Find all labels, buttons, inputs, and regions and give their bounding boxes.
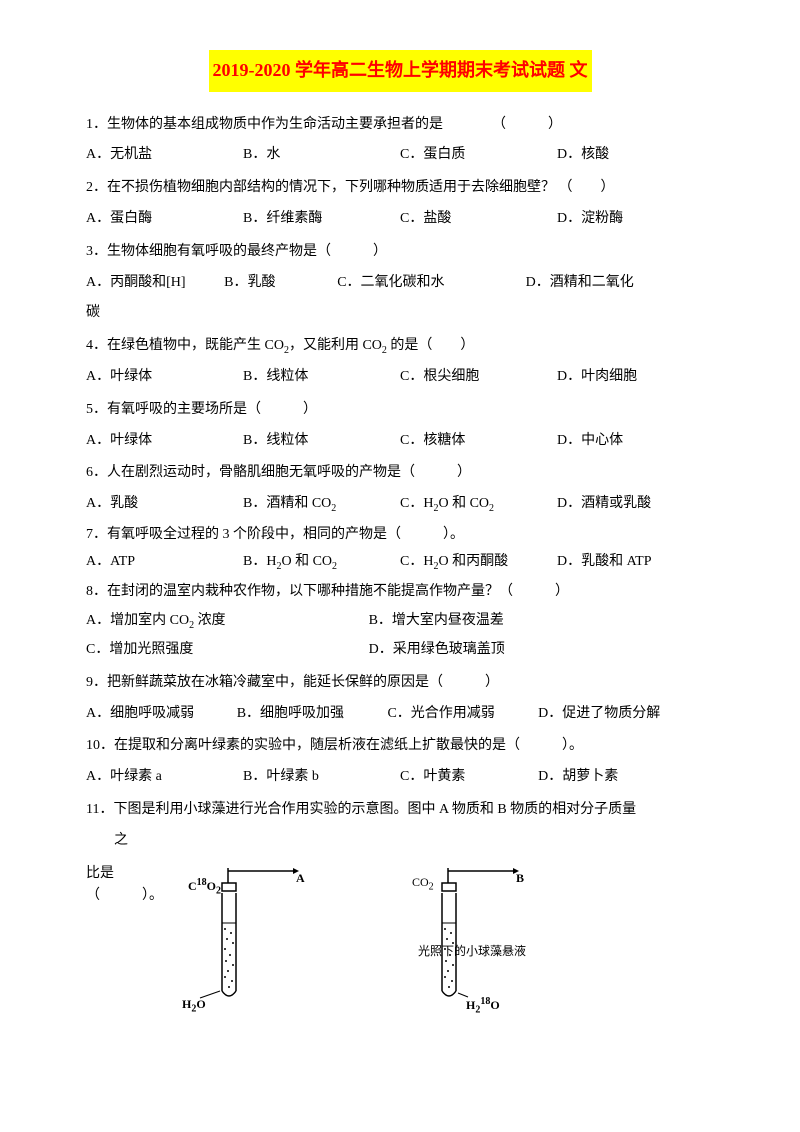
q7-opt-b: B．H2O 和 CO2 [243,549,400,576]
q1-opt-b: B．水 [243,140,400,171]
q2-opt-c: C．盐酸 [400,204,557,235]
q8: 8．在封闭的温室内栽种农作物，以下哪种措施不能提高作物产量？（ ） A．增加室内… [86,577,714,665]
tube-left: C18O2 A H2O [186,863,316,1013]
q6-opt-c: C．H2O 和 CO2 [400,489,557,520]
q8-opt-c: C．增加光照强度 [86,635,369,666]
q7-opt-a: A．ATP [86,549,243,576]
q6: 6．人在剧烈运动时，骨骼肌细胞无氧呼吸的产物是（ ） A．乳酸 B．酒精和 CO… [86,458,714,520]
q11-text: 11．下图是利用小球藻进行光合作用实验的示意图。图中 A 物质和 B 物质的相对… [86,795,714,826]
q5-opt-d: D．中心体 [557,426,714,457]
q6-opt-d: D．酒精或乳酸 [557,489,714,520]
q3-text: 3．生物体细胞有氧呼吸的最终产物是（ ） [86,237,714,268]
page-title: 2019-2020 学年高二生物上学期期末考试试题 文 [209,50,592,92]
q5-opt-b: B．线粒体 [243,426,400,457]
q2-text: 2．在不损伤植物细胞内部结构的情况下，下列哪种物质适用于去除细胞壁？ （ ） [86,173,714,204]
q4-opt-c: C．根尖细胞 [400,362,557,393]
q11-diagram-row: 比是（ ）。 C18O2 A H2O [86,863,714,1013]
q8-opt-b: B．增大室内昼夜温差 [369,608,714,635]
q10-text: 10．在提取和分离叶绿素的实验中，随层析液在滤纸上扩散最快的是（ ）。 [86,731,714,762]
label-h2o-right: H218O [466,991,500,1021]
q6-text: 6．人在剧烈运动时，骨骼肌细胞无氧呼吸的产物是（ ） [86,458,714,489]
q7-text: 7．有氧呼吸全过程的 3 个阶段中，相同的产物是（ ）。 [86,522,714,549]
q11-text3: 比是（ ）。 [86,866,163,903]
q6-opt-b: B．酒精和 CO2 [243,489,400,520]
q7-opt-d: D．乳酸和 ATP [557,549,714,576]
label-B: B [516,865,524,891]
q7-opt-c: C．H2O 和丙酮酸 [400,549,557,576]
q3-opt-a: A．丙酮酸和[H] [86,268,224,299]
q9-opt-d: D．促进了物质分解 [538,699,714,730]
q3-opt-d: D．酒精和二氧化 [526,268,714,299]
label-A: A [296,865,305,891]
q4-opt-a: A．叶绿体 [86,362,243,393]
q10-opt-a: A．叶绿素 a [86,762,243,793]
q8-opt-a: A．增加室内 CO2 浓度 [86,608,369,635]
q1: 1．生物体的基本组成物质中作为生命活动主要承担者的是 （ ） A．无机盐 B．水… [86,110,714,172]
q6-opt-a: A．乳酸 [86,489,243,520]
q10: 10．在提取和分离叶绿素的实验中，随层析液在滤纸上扩散最快的是（ ）。 A．叶绿… [86,731,714,793]
q5-text: 5．有氧呼吸的主要场所是（ ） [86,395,714,426]
q11-text2: 之 [86,826,714,857]
q9-text: 9．把新鲜蔬菜放在冰箱冷藏室中，能延长保鲜的原因是（ ） [86,668,714,699]
q2-opt-d: D．淀粉酶 [557,204,714,235]
q5: 5．有氧呼吸的主要场所是（ ） A．叶绿体 B．线粒体 C．核糖体 D．中心体 [86,395,714,457]
label-c18o2: C18O2 [188,872,221,902]
q1-opt-a: A．无机盐 [86,140,243,171]
q2-opt-a: A．蛋白酶 [86,204,243,235]
q7: 7．有氧呼吸全过程的 3 个阶段中，相同的产物是（ ）。 A．ATP B．H2O… [86,522,714,575]
q9-opt-a: A．细胞呼吸减弱 [86,699,237,730]
q1-opt-c: C．蛋白质 [400,140,557,171]
q4-text: 4．在绿色植物中，既能产生 CO2，又能利用 CO2 的是（ ） [86,331,714,362]
tube-right: CO2 B H218O [406,863,536,1013]
q9-opt-c: C．光合作用减弱 [387,699,538,730]
q1-opt-d: D．核酸 [557,140,714,171]
q3-opt-b: B．乳酸 [224,268,337,299]
label-h2o-left: H2O [182,991,206,1020]
q4-opt-d: D．叶肉细胞 [557,362,714,393]
q8-opt-d: D．采用绿色玻璃盖顶 [369,635,714,666]
q10-opt-b: B．叶绿素 b [243,762,400,793]
q3: 3．生物体细胞有氧呼吸的最终产物是（ ） A．丙酮酸和[H] B．乳酸 C．二氧… [86,237,714,329]
q2-opt-b: B．纤维素酶 [243,204,400,235]
q3-cont: 碳 [86,298,714,329]
q9: 9．把新鲜蔬菜放在冰箱冷藏室中，能延长保鲜的原因是（ ） A．细胞呼吸减弱 B．… [86,668,714,730]
q3-opt-c: C．二氧化碳和水 [337,268,525,299]
q11-diagrams: C18O2 A H2O 光照下的小球藻悬液 [186,863,536,1013]
q5-opt-c: C．核糖体 [400,426,557,457]
q4-opt-b: B．线粒体 [243,362,400,393]
q1-text: 1．生物体的基本组成物质中作为生命活动主要承担者的是 （ ） [86,110,714,141]
q4: 4．在绿色植物中，既能产生 CO2，又能利用 CO2 的是（ ） A．叶绿体 B… [86,331,714,393]
q9-opt-b: B．细胞呼吸加强 [237,699,388,730]
q11: 11．下图是利用小球藻进行光合作用实验的示意图。图中 A 物质和 B 物质的相对… [86,795,714,857]
q8-text: 8．在封闭的温室内栽种农作物，以下哪种措施不能提高作物产量？（ ） [86,577,714,608]
q10-opt-c: C．叶黄素 [400,762,538,793]
q10-opt-d: D．胡萝卜素 [538,762,714,793]
q5-opt-a: A．叶绿体 [86,426,243,457]
label-co2: CO2 [412,869,434,898]
q2: 2．在不损伤植物细胞内部结构的情况下，下列哪种物质适用于去除细胞壁？ （ ） A… [86,173,714,235]
